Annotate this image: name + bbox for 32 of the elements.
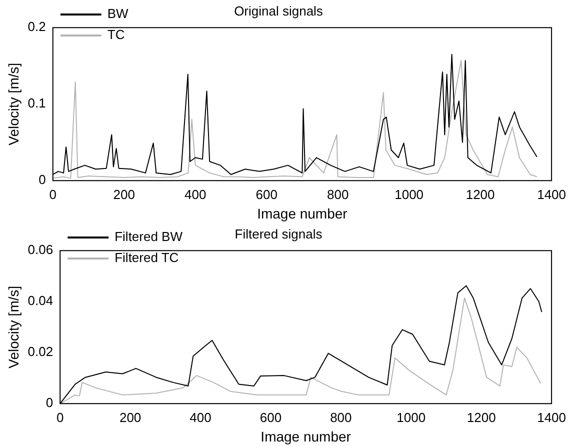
x-tick-label: 800 — [326, 186, 349, 202]
y-tick-label: 0.04 — [28, 293, 54, 308]
x-tick-label: 1200 — [466, 186, 495, 202]
x-tick-label: 800 — [330, 410, 352, 425]
y-axis-title: Velocity [m/s] — [5, 62, 22, 146]
x-axis-title: Image number — [257, 205, 348, 222]
chart-title: Original signals — [234, 3, 324, 18]
x-tick-label: 600 — [260, 410, 282, 425]
y-tick-label: 0 — [38, 172, 46, 188]
legend-label: Filtered TC — [114, 250, 179, 266]
x-tick-label: 1400 — [537, 410, 566, 425]
x-tick-label: 0 — [56, 410, 64, 425]
x-tick-label: 400 — [190, 410, 212, 425]
x-tick-label: 600 — [256, 186, 278, 202]
y-tick-label: 0.2 — [28, 19, 46, 34]
x-axis-title: Image number — [260, 428, 352, 444]
x-tick-label: 200 — [113, 186, 135, 202]
y-tick-label: 0 — [46, 395, 54, 410]
x-tick-label: 1200 — [466, 410, 496, 425]
legend-label: BW — [107, 6, 130, 22]
x-tick-label: 200 — [119, 410, 142, 425]
legend-label: TC — [107, 27, 125, 42]
x-tick-label: 1000 — [396, 410, 426, 425]
y-axis-title: Velocity [m/s] — [5, 286, 22, 368]
y-tick-label: 0.06 — [28, 242, 54, 258]
x-tick-label: 400 — [184, 186, 206, 202]
x-tick-label: 1400 — [537, 186, 566, 202]
y-tick-label: 0.1 — [28, 96, 46, 111]
x-tick-label: 1000 — [394, 186, 424, 202]
y-tick-label: 0.02 — [28, 344, 54, 360]
legend-label: Filtered BW — [114, 229, 184, 244]
chart-title: Filtered signals — [234, 226, 323, 242]
